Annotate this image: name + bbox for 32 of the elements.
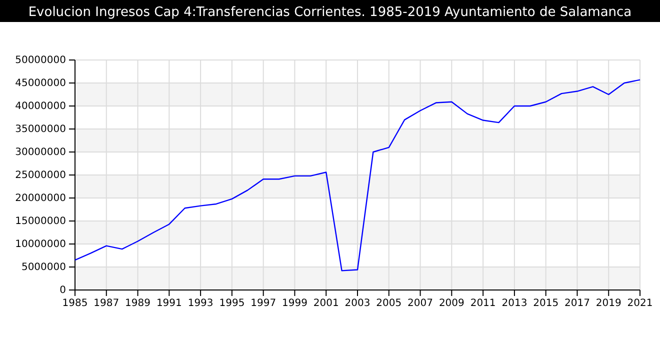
line-series (74, 79, 641, 272)
y-tick-label: 20000000 (15, 193, 66, 204)
x-tick-label: 2003 (344, 298, 370, 310)
x-tick-label: 2007 (408, 298, 434, 310)
y-tick-label: 45000000 (15, 78, 66, 90)
x-tick-label: 2021 (627, 298, 653, 310)
x-tick-label: 1997 (250, 298, 276, 310)
x-tick-label: 2009 (438, 298, 464, 310)
x-tick-label: 1999 (282, 298, 308, 310)
x-tick-label: 2017 (564, 298, 590, 310)
chart-title: Evolucion Ingresos Cap 4:Transferencias Corrientes. 1985-2019 Ayuntamiento de Salamanca (28, 5, 632, 20)
x-tick-label: 1989 (125, 298, 151, 310)
y-tick-label: 25000000 (15, 170, 66, 182)
x-tick-label: 2015 (533, 298, 559, 310)
x-tick-label: 1995 (219, 298, 245, 310)
x-tick-label: 1991 (156, 298, 182, 310)
x-tick-label: 2005 (376, 298, 402, 310)
x-tick-label: 1987 (94, 298, 120, 310)
y-tick-label: 5000000 (21, 262, 66, 274)
y-tick-label: 15000000 (15, 216, 66, 228)
x-tick-label: 2011 (470, 298, 496, 310)
y-tick-label: 30000000 (15, 147, 66, 158)
y-tick-label: 50000000 (15, 55, 66, 66)
x-tick-label: 2019 (596, 298, 622, 310)
x-tick-label: 2001 (313, 298, 339, 310)
y-tick-label: 40000000 (15, 101, 66, 112)
x-tick-label: 1993 (188, 298, 214, 310)
y-tick-label: 10000000 (15, 239, 66, 250)
x-tick-label: 1985 (62, 298, 88, 310)
y-tick-label: 0 (60, 285, 66, 296)
y-tick-label: 35000000 (15, 124, 66, 136)
x-tick-label: 2013 (502, 298, 528, 310)
